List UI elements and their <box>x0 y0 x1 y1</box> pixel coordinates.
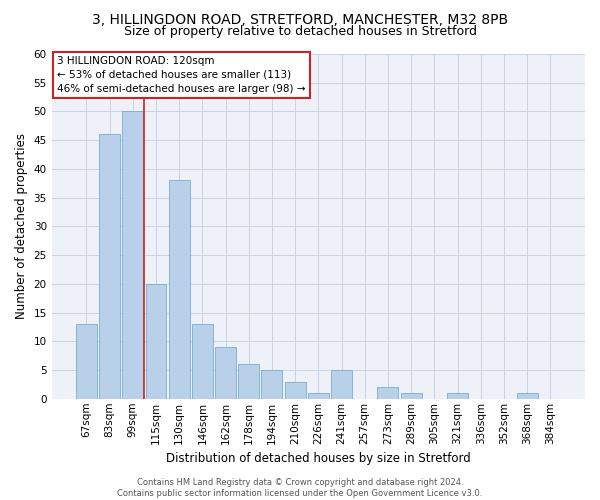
Text: Size of property relative to detached houses in Stretford: Size of property relative to detached ho… <box>124 25 476 38</box>
Bar <box>146 284 166 399</box>
Text: Contains HM Land Registry data © Crown copyright and database right 2024.
Contai: Contains HM Land Registry data © Crown c… <box>118 478 482 498</box>
Text: 3, HILLINGDON ROAD, STRETFORD, MANCHESTER, M32 8PB: 3, HILLINGDON ROAD, STRETFORD, MANCHESTE… <box>92 12 508 26</box>
Bar <box>238 364 259 399</box>
Bar <box>262 370 283 399</box>
Bar <box>401 393 422 399</box>
X-axis label: Distribution of detached houses by size in Stretford: Distribution of detached houses by size … <box>166 452 471 465</box>
Bar <box>169 180 190 399</box>
Bar <box>308 393 329 399</box>
Text: 3 HILLINGDON ROAD: 120sqm
← 53% of detached houses are smaller (113)
46% of semi: 3 HILLINGDON ROAD: 120sqm ← 53% of detac… <box>57 56 305 94</box>
Bar <box>76 324 97 399</box>
Bar <box>122 112 143 399</box>
Bar <box>215 347 236 399</box>
Y-axis label: Number of detached properties: Number of detached properties <box>15 134 28 320</box>
Bar <box>284 382 305 399</box>
Bar <box>377 388 398 399</box>
Bar <box>99 134 120 399</box>
Bar <box>517 393 538 399</box>
Bar <box>192 324 213 399</box>
Bar <box>331 370 352 399</box>
Bar <box>447 393 468 399</box>
